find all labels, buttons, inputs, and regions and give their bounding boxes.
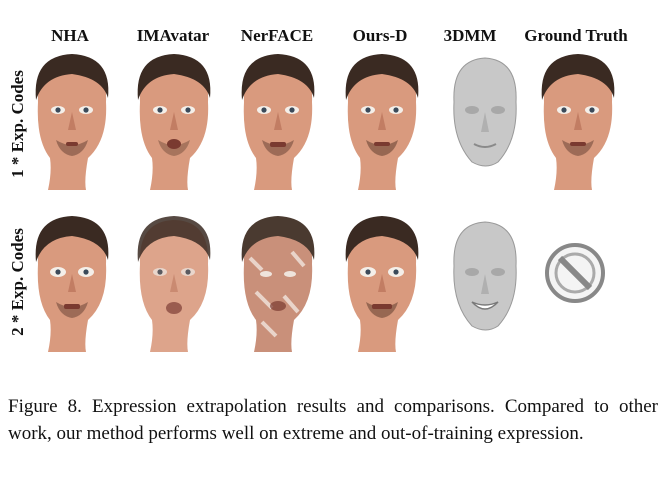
face-imavatar-row2 — [128, 212, 218, 352]
column-header-nha: NHA — [51, 26, 89, 45]
column-header-ours-d: Ours-D — [352, 26, 408, 45]
row-label-2x: 2 * Exp. Codes — [8, 228, 27, 336]
face-imavatar-row1 — [128, 50, 218, 190]
column-header-nerface: NerFACE — [240, 26, 314, 45]
mesh-3dmm-row1 — [440, 52, 530, 192]
column-header-3dmm: 3DMM — [443, 26, 497, 45]
face-ours-d-row1 — [336, 50, 426, 190]
mesh-3dmm-row2 — [440, 216, 530, 356]
figure-caption: Figure 8. Expression extrapolation resul… — [8, 396, 658, 444]
row-label-1x: 1 * Exp. Codes — [8, 70, 27, 178]
face-ground-truth-row1 — [532, 50, 622, 190]
column-header-ground-truth: Ground Truth — [524, 26, 628, 45]
face-ours-d-row2 — [336, 212, 426, 352]
face-nerface-row1 — [232, 50, 322, 190]
column-header-imavatar: IMAvatar — [136, 26, 210, 45]
face-nha-row1 — [26, 50, 116, 190]
not-available-icon — [540, 238, 610, 308]
face-nha-row2 — [26, 212, 116, 352]
face-nerface-row2 — [232, 212, 322, 352]
